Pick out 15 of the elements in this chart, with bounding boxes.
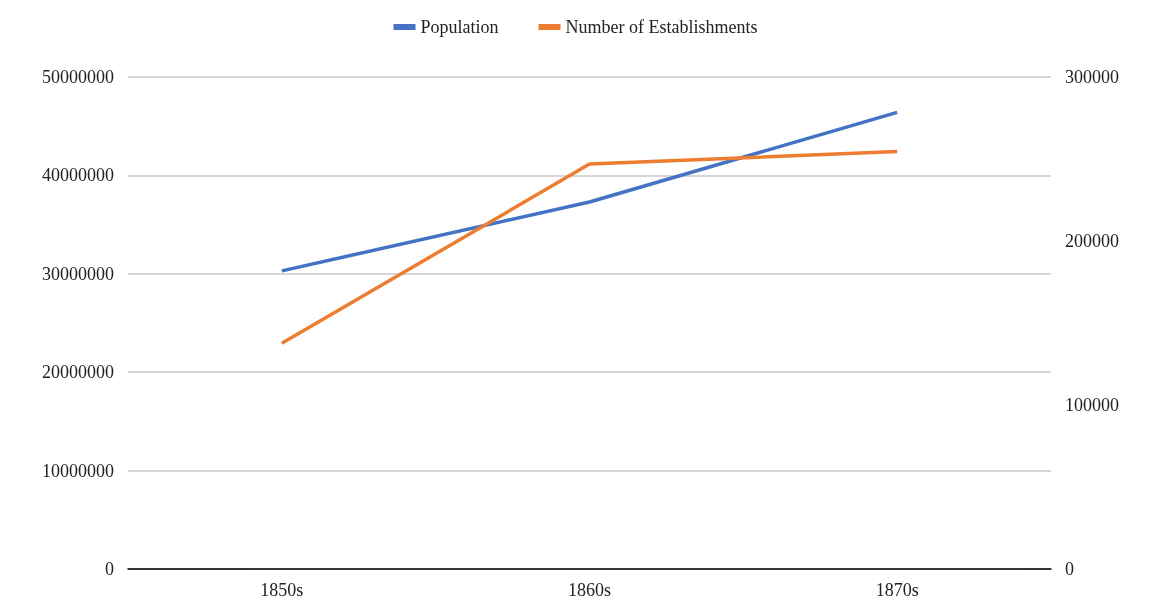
- y2-tick-label: 300000: [1065, 67, 1119, 87]
- legend-label: Number of Establishments: [565, 17, 758, 37]
- x-tick-label: 1870s: [875, 580, 919, 600]
- y2-tick-label: 0: [1065, 559, 1074, 579]
- y2-tick-label: 200000: [1065, 231, 1119, 251]
- y-tick-label: 50000000: [42, 67, 114, 87]
- x-tick-label: 1850s: [260, 580, 304, 600]
- y-tick-label: 30000000: [42, 263, 114, 284]
- y-tick-label: 0: [105, 559, 114, 579]
- y-tick-label: 20000000: [42, 362, 114, 383]
- y2-tick-label: 100000: [1065, 395, 1119, 415]
- x-tick-label: 1860s: [567, 580, 612, 600]
- y-tick-label: 40000000: [42, 165, 114, 186]
- y-tick-label: 10000000: [42, 460, 114, 481]
- legend-label: Population: [420, 17, 499, 37]
